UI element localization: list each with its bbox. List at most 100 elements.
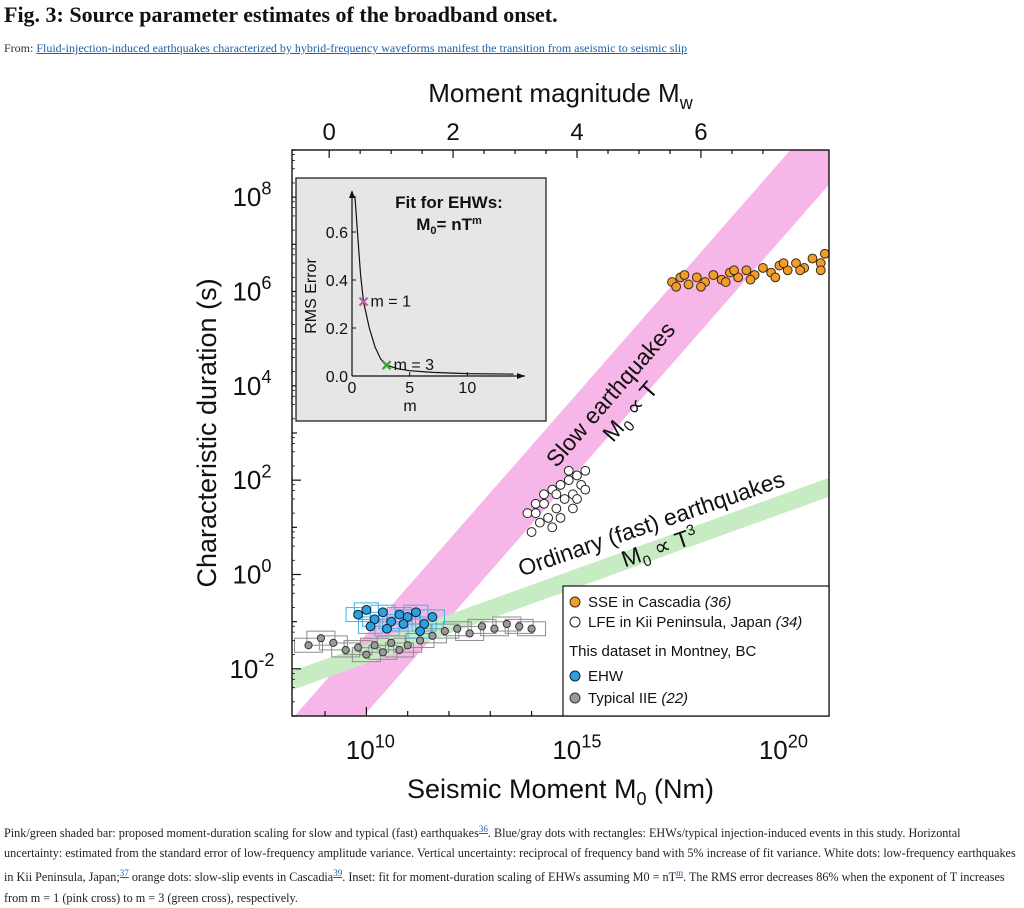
inset-y-tick-label: 0.0 <box>326 369 348 386</box>
point-typical-iie <box>440 627 449 636</box>
inset-formula: M0= nTm <box>416 215 482 237</box>
top-tick-label: 4 <box>570 119 583 146</box>
point-typical-iie <box>428 631 437 640</box>
caption-text: orange dots: slow-slip events in Cascadi… <box>128 870 334 885</box>
caption-reference[interactable]: 37 <box>119 868 129 879</box>
point-ehw <box>398 619 409 629</box>
point-typical-iie <box>304 641 313 650</box>
top-tick-label: 0 <box>322 119 335 146</box>
point-sse-in-cascadia <box>741 265 752 276</box>
point-typical-iie <box>502 619 511 629</box>
point-lfe-in-kii-peninsula-japan <box>572 470 582 481</box>
point-sse-in-cascadia <box>778 258 789 269</box>
inset-y-tick-label: 0.6 <box>326 225 348 242</box>
point-ehw <box>427 612 438 622</box>
figure-source: From: Fluid-injection-induced earthquake… <box>4 41 687 56</box>
point-sse-in-cascadia <box>758 263 768 273</box>
point-sse-in-cascadia <box>708 270 719 280</box>
legend-marker <box>569 616 581 628</box>
point-ehw <box>361 604 372 615</box>
x-tick-label: 1020 <box>759 731 808 765</box>
y-tick-label: 102 <box>232 461 271 495</box>
point-ehw <box>402 612 413 622</box>
point-typical-iie <box>387 638 396 647</box>
point-typical-iie <box>378 648 387 657</box>
y-tick-label: 108 <box>232 178 271 212</box>
caption-reference[interactable]: m <box>676 868 684 879</box>
top-tick-label: 6 <box>694 119 707 146</box>
point-lfe-in-kii-peninsula-japan <box>580 484 591 495</box>
point-lfe-in-kii-peninsula-japan <box>572 494 582 504</box>
point-typical-iie <box>353 643 363 652</box>
inset-y-label: RMS Error <box>303 258 320 334</box>
point-lfe-in-kii-peninsula-japan <box>534 517 545 528</box>
point-ehw <box>377 607 388 618</box>
point-lfe-in-kii-peninsula-japan <box>563 465 574 476</box>
point-lfe-in-kii-peninsula-japan <box>530 498 541 509</box>
y-tick-label: 106 <box>232 273 271 307</box>
top-axis-label: Moment magnitude Mw <box>428 78 693 113</box>
point-sse-in-cascadia <box>795 265 805 276</box>
x-axis-label: Seismic Moment M0 (Nm) <box>407 774 714 809</box>
inset-y-arrow <box>349 190 355 198</box>
point-lfe-in-kii-peninsula-japan <box>555 513 566 523</box>
point-ehw <box>415 626 425 636</box>
point-lfe-in-kii-peninsula-japan <box>580 465 591 476</box>
point-typical-iie <box>515 622 524 631</box>
point-typical-iie <box>403 641 412 650</box>
point-lfe-in-kii-peninsula-japan <box>563 475 574 486</box>
point-typical-iie <box>527 624 536 633</box>
inset-x-tick-label: 0 <box>348 380 357 397</box>
point-lfe-in-kii-peninsula-japan <box>567 503 578 514</box>
caption-text: . Blue/gray dots with rectangles: EHWs/t… <box>4 826 1016 885</box>
point-ehw <box>419 619 430 629</box>
point-ehw <box>365 621 376 632</box>
point-typical-iie <box>362 650 371 659</box>
point-ehw <box>394 609 405 620</box>
point-typical-iie <box>477 622 487 631</box>
inset-cross-marker <box>381 360 392 370</box>
inset-rms-curve <box>354 195 514 375</box>
inset-y-tick-label: 0.4 <box>326 273 348 290</box>
inset-x-label: m <box>403 398 416 415</box>
point-sse-in-cascadia <box>691 272 702 283</box>
point-lfe-in-kii-peninsula-japan <box>551 503 562 514</box>
point-typical-iie <box>341 645 350 655</box>
point-typical-iie <box>316 634 326 643</box>
inset-marker-label: m = 3 <box>394 357 435 374</box>
point-sse-in-cascadia <box>733 272 744 283</box>
y-tick-label: 104 <box>232 367 271 401</box>
point-lfe-in-kii-peninsula-japan <box>522 508 533 519</box>
point-sse-in-cascadia <box>683 279 694 290</box>
point-ehw <box>386 616 397 627</box>
point-lfe-in-kii-peninsula-japan <box>543 513 554 523</box>
point-sse-in-cascadia <box>745 274 756 285</box>
x-tick-label: 1015 <box>552 731 601 765</box>
point-lfe-in-kii-peninsula-japan <box>547 522 558 533</box>
point-sse-in-cascadia <box>807 253 818 264</box>
caption-reference[interactable]: 39 <box>333 868 343 879</box>
band-slow <box>294 150 829 716</box>
legend-label: SSE in Cascadia (36) <box>588 594 731 611</box>
point-sse-in-cascadia <box>679 270 690 280</box>
point-typical-iie <box>329 638 338 647</box>
point-typical-iie <box>415 636 425 645</box>
figure-title: Fig. 3: Source parameter estimates of th… <box>4 2 558 27</box>
caption-reference[interactable]: 36 <box>478 824 488 834</box>
point-sse-in-cascadia <box>696 281 706 292</box>
inset-cross-marker <box>358 296 369 307</box>
legend-marker <box>569 692 581 704</box>
source-article-link[interactable]: Fluid-injection-induced earthquakes char… <box>36 41 688 55</box>
ehw-uncertainty-box <box>353 602 379 618</box>
point-typical-iie <box>453 624 462 633</box>
point-ehw <box>369 614 380 625</box>
x-tick-label: 1010 <box>346 731 395 765</box>
legend-label: EHW <box>588 668 624 685</box>
point-sse-in-cascadia <box>782 265 793 276</box>
point-typical-iie <box>490 624 499 633</box>
legend-box <box>562 585 830 717</box>
caption-text: . Inset: fit for moment-duration scaling… <box>342 870 677 885</box>
inset-x-arrow <box>517 373 525 379</box>
inset-x-tick-label: 5 <box>405 380 414 397</box>
